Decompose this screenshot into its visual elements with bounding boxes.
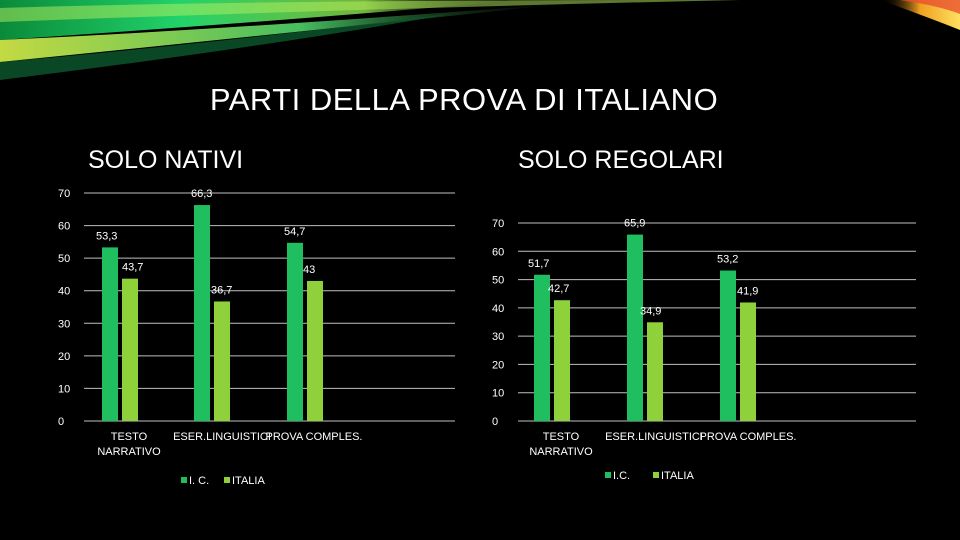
slide-title: PARTI DELLA PROVA DI ITALIANO bbox=[209, 82, 719, 117]
legend-swatch bbox=[605, 472, 611, 478]
category-label: TESTO NARRATIVO bbox=[529, 431, 593, 458]
y-tick-label: 50 bbox=[58, 253, 70, 265]
bar bbox=[102, 247, 118, 421]
y-tick-label: 0 bbox=[492, 416, 498, 428]
legend-swatch bbox=[224, 477, 230, 483]
category-label-line: NARRATIVO bbox=[97, 446, 161, 458]
legend-swatch bbox=[653, 472, 659, 478]
category-label-line: TESTO bbox=[543, 431, 580, 443]
data-label: 36,7 bbox=[211, 284, 232, 296]
y-tick-label: 10 bbox=[58, 383, 70, 395]
legend-label: ITALIA bbox=[661, 470, 694, 482]
bar bbox=[194, 205, 210, 421]
category-label-line: PROVA COMPLES. bbox=[700, 431, 797, 443]
data-label: 53,2 bbox=[717, 254, 738, 266]
bar bbox=[720, 270, 736, 421]
y-tick-label: 40 bbox=[492, 303, 504, 315]
bar bbox=[307, 280, 323, 421]
category-label-line: ESER.LINGUISTICI bbox=[605, 431, 703, 443]
chart-title-left: SOLO NATIVI bbox=[88, 146, 244, 174]
y-tick-label: 20 bbox=[492, 359, 504, 371]
bar bbox=[647, 322, 663, 421]
bar bbox=[287, 242, 303, 421]
bar bbox=[740, 302, 756, 421]
legend-label: ITALIA bbox=[232, 475, 265, 487]
category-label: ESER.LINGUISTICI bbox=[605, 431, 703, 443]
category-label: PROVA COMPLES. bbox=[266, 431, 363, 443]
bar bbox=[534, 274, 550, 421]
y-tick-label: 0 bbox=[58, 416, 64, 428]
bar bbox=[554, 300, 570, 421]
bar bbox=[627, 234, 643, 421]
data-label: 66,3 bbox=[191, 188, 212, 200]
y-tick-label: 60 bbox=[58, 221, 70, 233]
y-tick-label: 70 bbox=[492, 218, 504, 230]
y-tick-label: 30 bbox=[58, 318, 70, 330]
data-label: 65,9 bbox=[624, 218, 645, 230]
category-label-line: NARRATIVO bbox=[529, 446, 593, 458]
data-label: 43 bbox=[303, 264, 315, 276]
data-label: 41,9 bbox=[737, 285, 758, 297]
y-tick-label: 10 bbox=[492, 388, 504, 400]
decorative-header-streaks bbox=[0, 0, 960, 80]
data-label: 54,7 bbox=[284, 226, 305, 238]
category-label-line: ESER.LINGUISTICI bbox=[173, 431, 271, 443]
legend-swatch bbox=[181, 477, 187, 483]
category-label: TESTO NARRATIVO bbox=[97, 431, 161, 458]
y-tick-label: 30 bbox=[492, 331, 504, 343]
legend-label: I.C. bbox=[613, 470, 630, 482]
y-tick-label: 70 bbox=[58, 188, 70, 200]
y-tick-label: 20 bbox=[58, 351, 70, 363]
data-label: 43,7 bbox=[122, 262, 143, 274]
chart-title-right: SOLO REGOLARI bbox=[518, 146, 724, 174]
y-tick-label: 60 bbox=[492, 246, 504, 258]
y-tick-label: 50 bbox=[492, 275, 504, 287]
y-tick-label: 40 bbox=[58, 286, 70, 298]
category-label-line: PROVA COMPLES. bbox=[266, 431, 363, 443]
legend-label: I. C. bbox=[189, 475, 209, 487]
data-label: 53,3 bbox=[96, 230, 117, 242]
data-label: 51,7 bbox=[528, 258, 549, 270]
data-label: 34,9 bbox=[640, 305, 661, 317]
category-label: ESER.LINGUISTICI bbox=[173, 431, 271, 443]
data-label: 42,7 bbox=[548, 283, 569, 295]
category-label: PROVA COMPLES. bbox=[700, 431, 797, 443]
bar bbox=[122, 278, 138, 421]
category-label-line: TESTO bbox=[111, 431, 148, 443]
bar bbox=[214, 301, 230, 421]
